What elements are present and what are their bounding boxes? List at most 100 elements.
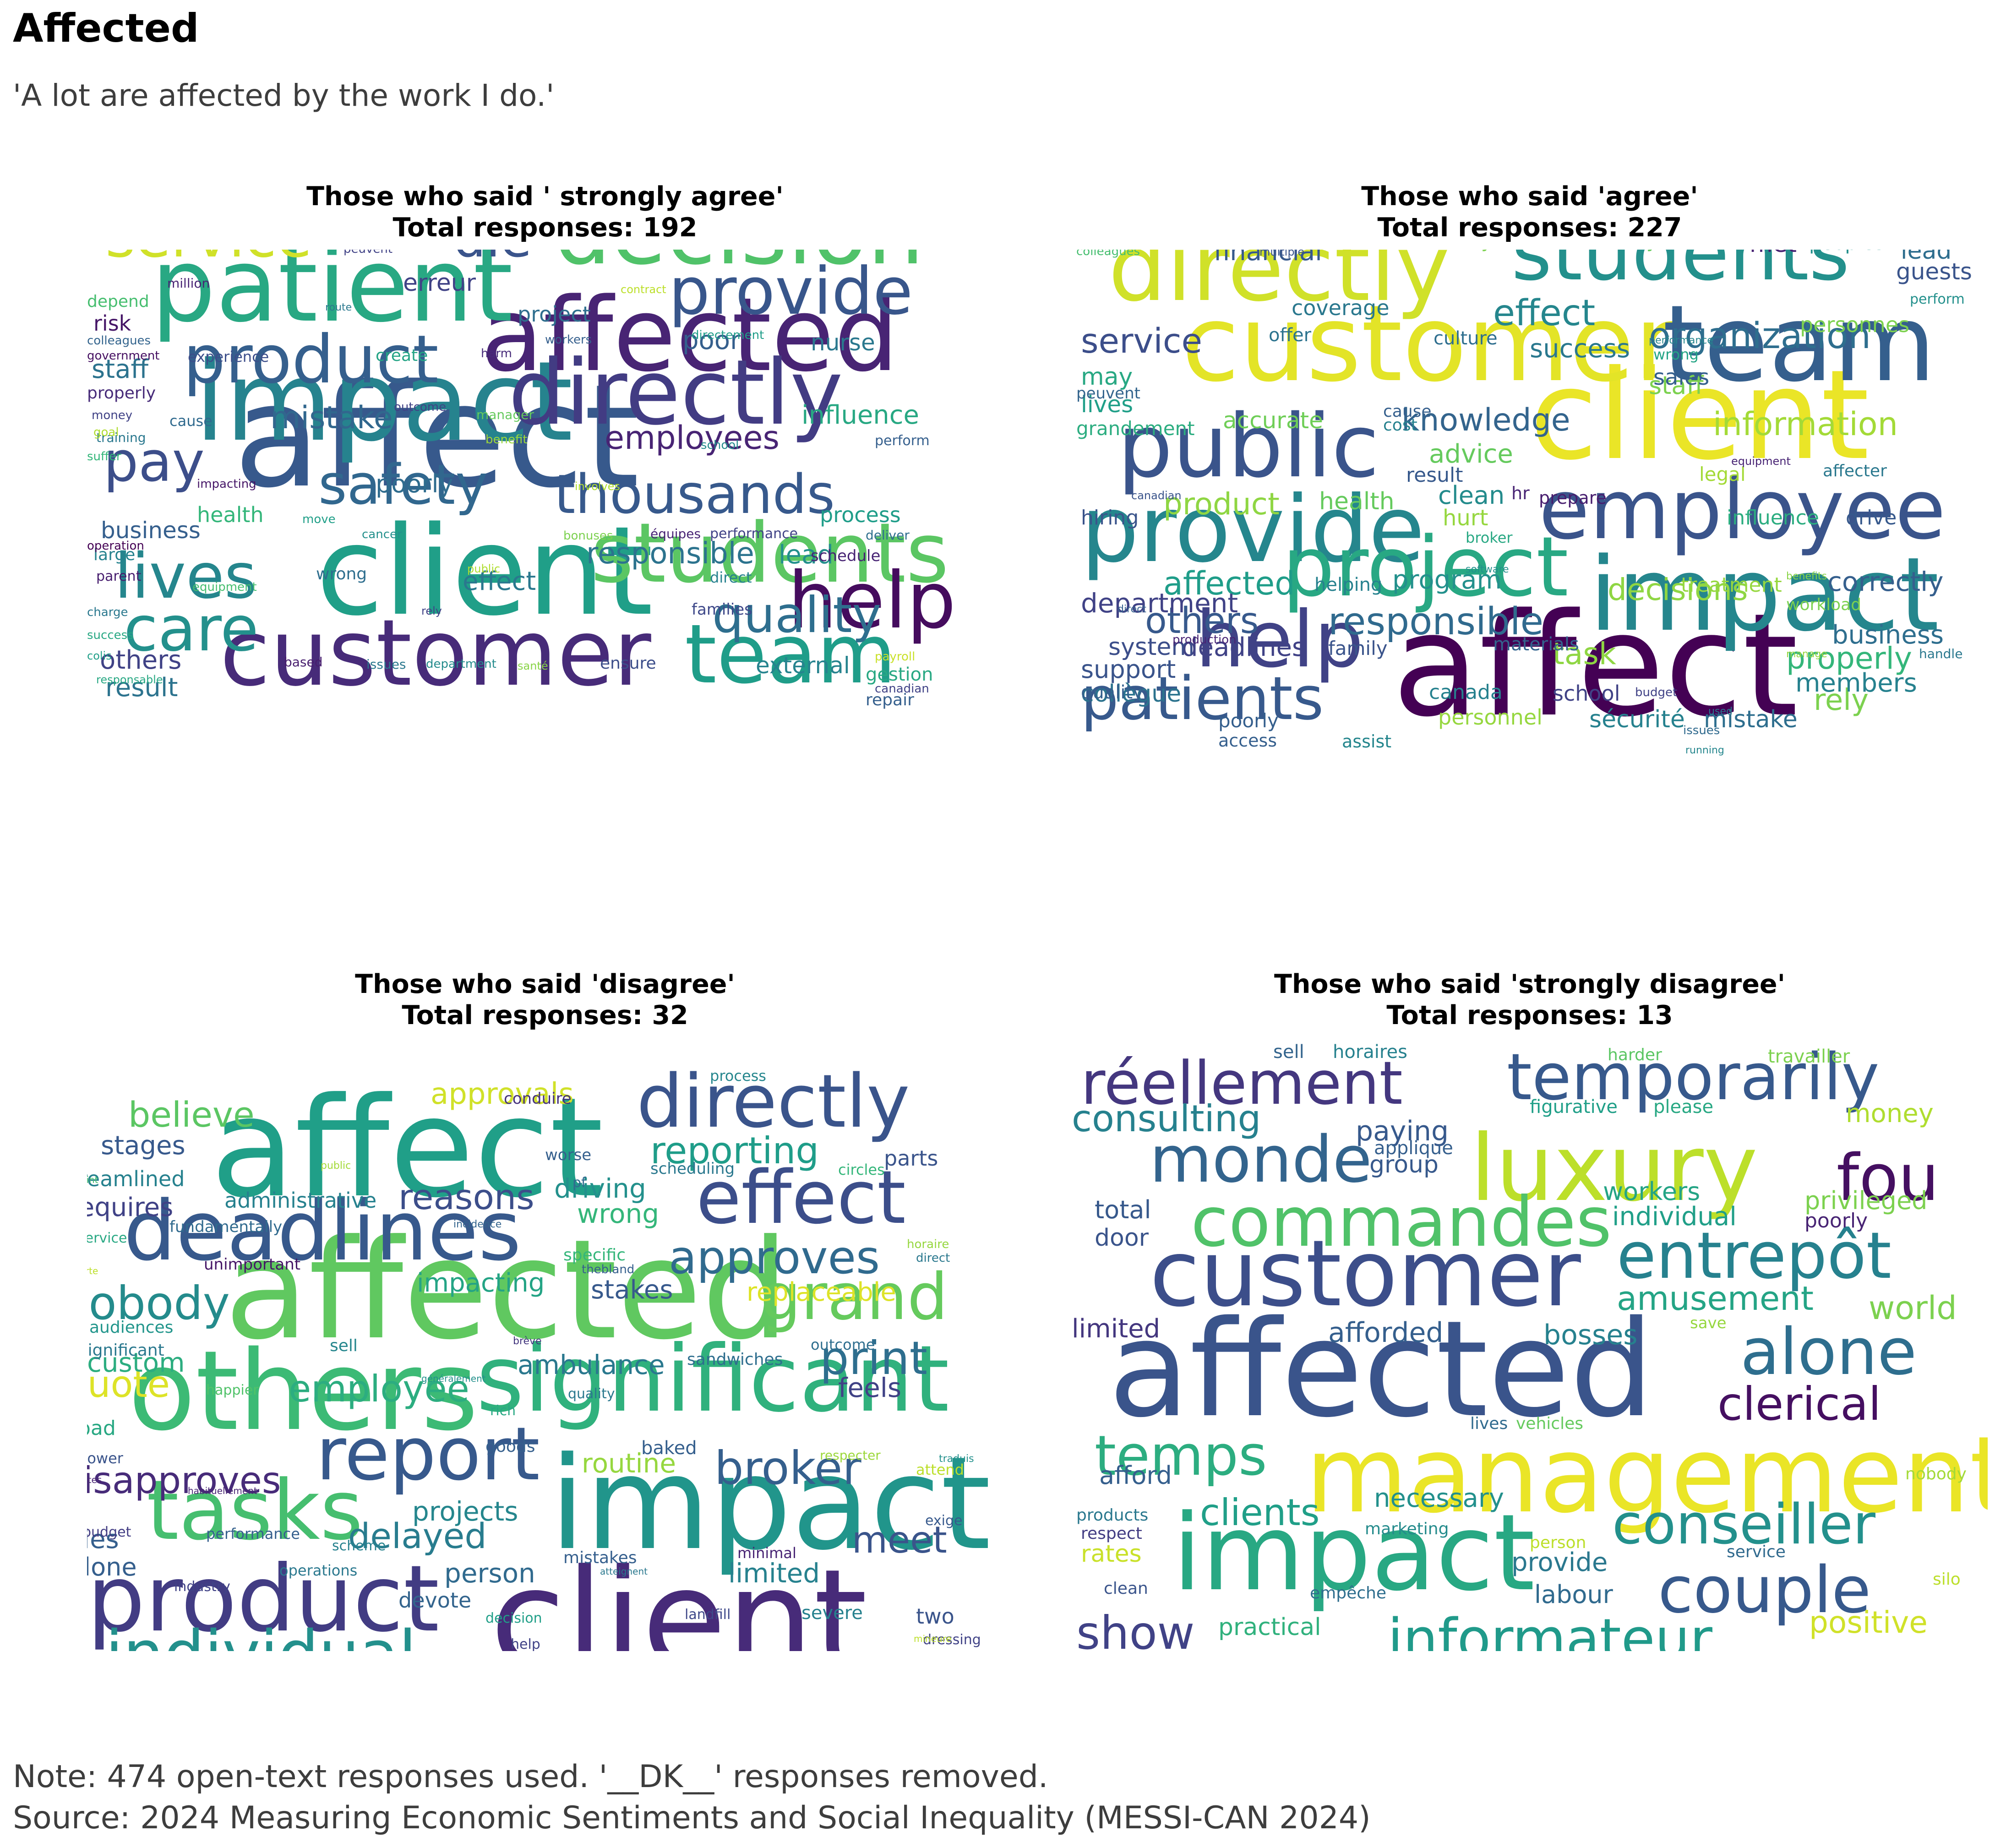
word-outcome: outcome [394, 400, 446, 414]
word-direct: direct [1117, 604, 1146, 615]
word-approves: approves [669, 1231, 880, 1284]
word-gestion: gestion [866, 664, 933, 685]
word-customer: customer [1150, 1221, 1581, 1327]
word-quality: quality [1081, 682, 1144, 703]
word-budget: budget [1635, 686, 1677, 699]
word-alone: alone [87, 1553, 137, 1581]
word-team: team [685, 607, 896, 702]
word-mistakes: mistakes [563, 1548, 637, 1567]
word-decision: decision [485, 1610, 542, 1626]
word-individual: individual [105, 1617, 416, 1651]
word-die: die [453, 250, 532, 269]
word-depend: depend [87, 292, 149, 311]
word-large: large [93, 545, 135, 564]
word-peuvent: peuvent [1076, 384, 1140, 403]
word-affect: affect [1392, 583, 1798, 748]
word-direct: direct [916, 1251, 950, 1265]
word-issues: issues [366, 657, 406, 672]
word-empêche: empêche [1310, 1584, 1386, 1603]
word-product: product [1163, 486, 1280, 522]
word-influence: influence [801, 400, 919, 430]
word-dressing: dressing [923, 1632, 981, 1648]
word-harm: harm [481, 347, 512, 360]
word-repair: repair [866, 691, 914, 709]
word-employees: employees [605, 419, 780, 457]
word-couple: couple [1658, 1553, 1871, 1628]
word-broker: broker [1466, 529, 1513, 546]
word-atteignent: atteignent [600, 1566, 648, 1577]
word-travailler: travailler [1768, 1046, 1850, 1067]
word-unimportant: unimportant [204, 1255, 300, 1274]
word-deadlines: deadlines [1182, 632, 1305, 662]
word-patient: patient [151, 250, 513, 345]
word-streamlined: streamlined [87, 1167, 185, 1191]
word-limited: limited [728, 1558, 820, 1589]
word-decision: decision [554, 250, 924, 285]
word-result: result [105, 673, 178, 703]
word-impact: impact [1589, 536, 1939, 654]
word-assist: assist [1342, 731, 1391, 752]
word-ability: ability [1434, 250, 1493, 252]
word-collègue: collègue [1081, 680, 1181, 708]
word-approvals: approvals [431, 1077, 574, 1111]
word-information: information [1713, 405, 1898, 443]
panel-heading: Those who said 'strongly disagree' [1274, 969, 1786, 999]
word-attend: attend [916, 1461, 964, 1478]
word-department: department [1081, 588, 1238, 619]
word-canadian: canadian [1131, 489, 1182, 502]
word-disapproves: disapproves [87, 1459, 281, 1502]
word-service: service [1081, 322, 1202, 361]
word-sandwiches: sandwiches [687, 1350, 783, 1369]
wordcloud-disagree: affect affected client impact others signific… [87, 1037, 1003, 1651]
word-directement: directement [692, 328, 764, 342]
word-training: training [96, 430, 146, 445]
word-industry: industry [174, 1579, 230, 1595]
word-accurate: accurate [1223, 407, 1323, 434]
word-service: service [1727, 1543, 1786, 1561]
word-perform: perform [1910, 291, 1965, 307]
word-offer: offer [1269, 325, 1312, 346]
word-happier: happier [206, 1382, 259, 1398]
word-nobody: nobody [87, 1276, 230, 1330]
word-silo: silo [1933, 1570, 1961, 1589]
word-ensure: ensure [600, 654, 656, 673]
word-grand: grand [760, 1260, 948, 1335]
word-support: support [1081, 655, 1176, 684]
word-généralement: généralement [421, 1373, 486, 1384]
word-cause: cause [1383, 402, 1432, 421]
word-product: product [87, 1546, 439, 1651]
word-projects: projects [412, 1496, 518, 1527]
word-peoples: peoples [1809, 250, 1884, 254]
word-worse: worse [545, 1146, 591, 1164]
word-scheme: scheme [332, 1538, 386, 1554]
word-health: health [1319, 488, 1395, 515]
word-meet: meet [852, 1519, 947, 1561]
word-dies: dies [87, 1525, 119, 1554]
word-temporarily: temporarily [1507, 1040, 1879, 1115]
word-individual: individual [1612, 1202, 1737, 1232]
word-sell: sell [1273, 1041, 1304, 1063]
word-workload: workload [1786, 595, 1861, 614]
word-quality: quality [568, 1386, 615, 1402]
word-contract: contract [621, 283, 666, 296]
word-stakes: stakes [591, 1275, 673, 1305]
word-customer: customer [1182, 283, 1678, 405]
word-severe: severe [801, 1603, 863, 1624]
panel-title: Those who said 'strongly disagree' Total… [1072, 969, 1988, 1031]
word-drive: drive [1846, 506, 1897, 529]
wordcloud-agree: affect client customer team impact directly pr… [1072, 250, 1988, 863]
word-knowledge: knowledge [1401, 402, 1570, 438]
panel-title: Those who said 'agree' Total responses: … [1072, 181, 1988, 243]
word-health: health [197, 502, 264, 527]
word-colis: colis [87, 649, 112, 662]
word-directly: directly [508, 341, 843, 445]
word-affect: affect [234, 354, 639, 519]
word-two: two [916, 1604, 954, 1629]
word-print: print [820, 1331, 927, 1385]
word-sales: sales [1653, 365, 1709, 390]
word-colleagues: colleagues [1076, 250, 1140, 258]
word-responsible: responsible [1328, 600, 1543, 643]
word-employee: employee [1539, 462, 1946, 558]
word-group: group [1369, 1151, 1439, 1178]
word-move: move [302, 512, 336, 526]
